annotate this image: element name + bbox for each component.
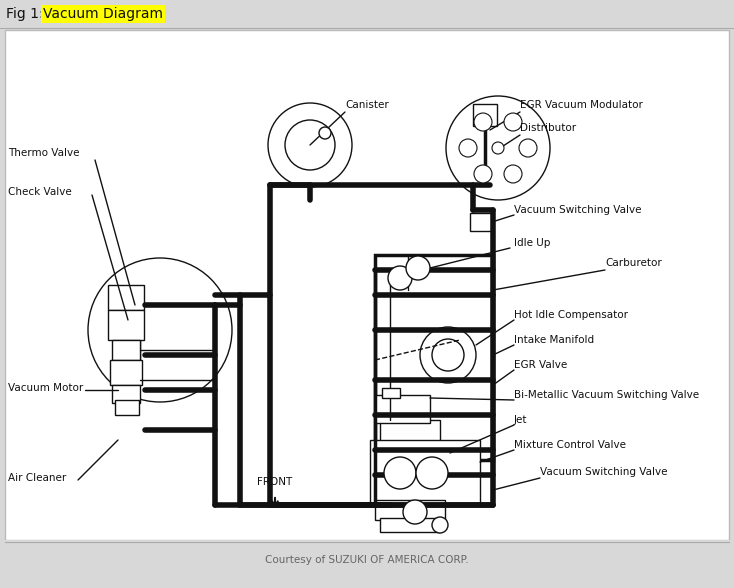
Text: Distributor: Distributor <box>520 123 576 133</box>
Text: Hot Idle Compensator: Hot Idle Compensator <box>514 310 628 320</box>
Circle shape <box>492 142 504 154</box>
Circle shape <box>403 500 427 524</box>
Bar <box>112 340 140 360</box>
Circle shape <box>88 258 232 402</box>
Bar <box>375 255 493 460</box>
Bar <box>375 395 430 423</box>
Text: Courtesy of SUZUKI OF AMERICA CORP.: Courtesy of SUZUKI OF AMERICA CORP. <box>265 555 469 565</box>
Circle shape <box>388 266 412 290</box>
Bar <box>110 360 142 385</box>
Text: Vacuum Switching Valve: Vacuum Switching Valve <box>514 205 642 215</box>
Text: Carburetor: Carburetor <box>605 258 662 268</box>
Circle shape <box>432 339 464 371</box>
Circle shape <box>519 139 537 157</box>
Text: Vacuum Switching Valve: Vacuum Switching Valve <box>540 467 667 477</box>
Text: Vacuum Diagram: Vacuum Diagram <box>43 7 163 21</box>
Bar <box>115 400 139 415</box>
Circle shape <box>384 457 416 489</box>
Text: EGR Valve: EGR Valve <box>514 360 567 370</box>
Text: Thermo Valve: Thermo Valve <box>8 148 79 158</box>
Bar <box>0 540 734 588</box>
Bar <box>470 213 492 231</box>
Text: Intake Manifold: Intake Manifold <box>514 335 594 345</box>
Circle shape <box>474 113 492 131</box>
Circle shape <box>268 103 352 187</box>
Text: Bi-Metallic Vacuum Switching Valve: Bi-Metallic Vacuum Switching Valve <box>514 390 699 400</box>
Bar <box>120 305 140 385</box>
Bar <box>5 30 729 540</box>
Circle shape <box>285 120 335 170</box>
Bar <box>112 385 140 403</box>
Text: Check Valve: Check Valve <box>8 187 72 197</box>
Bar <box>0 0 734 28</box>
Circle shape <box>459 139 477 157</box>
Bar <box>108 310 144 340</box>
Text: Idle Up: Idle Up <box>514 238 550 248</box>
Bar <box>108 285 144 310</box>
Text: Air Cleaner: Air Cleaner <box>8 473 66 483</box>
Bar <box>375 500 445 520</box>
Text: Canister: Canister <box>345 100 389 110</box>
Text: EGR Vacuum Modulator: EGR Vacuum Modulator <box>520 100 643 110</box>
Bar <box>380 420 440 455</box>
Bar <box>382 388 400 398</box>
Bar <box>473 104 497 126</box>
Circle shape <box>474 165 492 183</box>
Text: Jet: Jet <box>514 415 528 425</box>
Bar <box>380 518 440 532</box>
Circle shape <box>420 327 476 383</box>
Circle shape <box>504 165 522 183</box>
Text: FRONT: FRONT <box>258 477 293 487</box>
Bar <box>370 440 480 505</box>
Circle shape <box>406 256 430 280</box>
Circle shape <box>319 127 331 139</box>
Circle shape <box>446 96 550 200</box>
Text: Mixture Control Valve: Mixture Control Valve <box>514 440 626 450</box>
Text: Vacuum Motor: Vacuum Motor <box>8 383 83 393</box>
Circle shape <box>432 517 448 533</box>
Text: Fig 1:: Fig 1: <box>6 7 48 21</box>
Circle shape <box>504 113 522 131</box>
Circle shape <box>416 457 448 489</box>
